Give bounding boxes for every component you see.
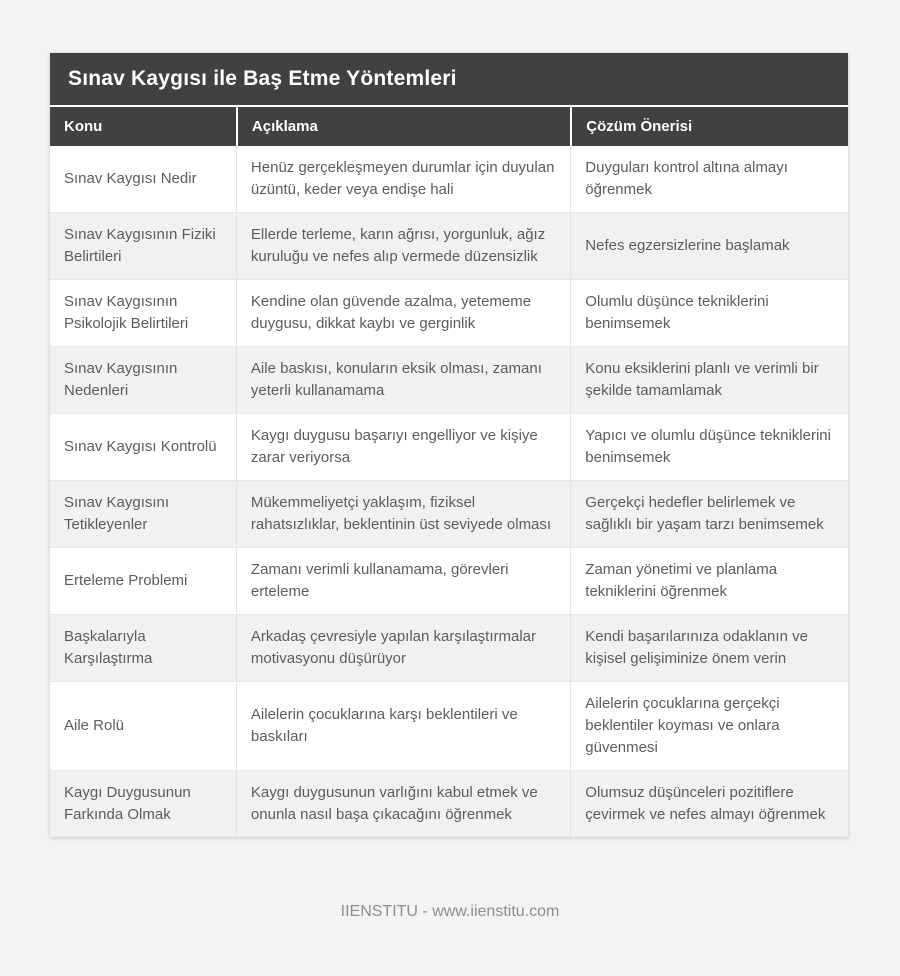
table-body: Sınav Kaygısı Nedir Henüz gerçekleşmeyen… <box>50 146 848 837</box>
table-row: Sınav Kaygısını Tetikleyenler Mükemmeliy… <box>50 480 848 547</box>
cell-aciklama: Kendine olan güvende azalma, yetememe du… <box>235 280 570 346</box>
cell-konu: Sınav Kaygısı Kontrolü <box>64 438 217 455</box>
table-row: Kaygı Duygusunun Farkında Olmak Kaygı du… <box>50 770 848 837</box>
cell-konu: Sınav Kaygısının Psikolojik Belirtileri <box>64 293 189 332</box>
cell-cozum-onerisi: Duyguları kontrol altına almayı öğrenmek <box>570 146 848 212</box>
cell-aciklama: Henüz gerçekleşmeyen durumlar için duyul… <box>235 146 570 212</box>
cell-konu: Aile Rolü <box>64 717 125 734</box>
title-bar: Sınav Kaygısı ile Baş Etme Yöntemleri <box>50 53 848 105</box>
table-header-row: Konu Açıklama Çözüm Önerisi <box>50 107 848 146</box>
table-row: Aile Rolü Ailelerin çocuklarına karşı be… <box>50 681 848 770</box>
cell-cozum-onerisi: Gerçekçi hedefler belirlemek ve sağlıklı… <box>570 481 848 547</box>
cell-aciklama: Kaygı duygusu başarıyı engelliyor ve kiş… <box>235 414 570 480</box>
exam-anxiety-table-card: Sınav Kaygısı ile Baş Etme Yöntemleri Ko… <box>50 53 848 837</box>
cell-aciklama: Ellerde terleme, karın ağrısı, yorgunluk… <box>235 213 570 279</box>
cell-cozum-onerisi: Ailelerin çocuklarına gerçekçi beklentil… <box>570 682 848 770</box>
table-row: Sınav Kaygısının Nedenleri Aile baskısı,… <box>50 346 848 413</box>
column-header-cozum-onerisi: Çözüm Önerisi <box>570 107 848 146</box>
table-row: Sınav Kaygısı Nedir Henüz gerçekleşmeyen… <box>50 146 848 212</box>
table-row: Sınav Kaygısının Psikolojik Belirtileri … <box>50 279 848 346</box>
cell-cozum-onerisi: Yapıcı ve olumlu düşünce tekniklerini be… <box>570 414 848 480</box>
cell-cozum-onerisi: Nefes egzersizlerine başlamak <box>570 213 848 279</box>
cell-konu: Sınav Kaygısı Nedir <box>64 170 197 187</box>
cell-konu: Kaygı Duygusunun Farkında Olmak <box>64 784 191 823</box>
table-row: Sınav Kaygısının Fiziki Belirtileri Elle… <box>50 212 848 279</box>
cell-konu: Sınav Kaygısını Tetikleyenler <box>64 494 170 533</box>
cell-konu: Başkalarıyla Karşılaştırma <box>64 628 153 667</box>
table-row: Başkalarıyla Karşılaştırma Arkadaş çevre… <box>50 614 848 681</box>
cell-aciklama: Aile baskısı, konuların eksik olması, za… <box>235 347 570 413</box>
footer-credit: IIENSTITU - www.iienstitu.com <box>340 903 560 920</box>
cell-konu: Erteleme Problemi <box>64 572 188 589</box>
table-row: Erteleme Problemi Zamanı verimli kullana… <box>50 547 848 614</box>
page-title: Sınav Kaygısı ile Baş Etme Yöntemleri <box>68 67 457 90</box>
column-header-aciklama: Açıklama <box>235 107 571 146</box>
cell-aciklama: Mükemmeliyetçi yaklaşım, fiziksel rahats… <box>235 481 570 547</box>
cell-cozum-onerisi: Zaman yönetimi ve planlama tekniklerini … <box>570 548 848 614</box>
cell-aciklama: Arkadaş çevresiyle yapılan karşılaştırma… <box>235 615 570 681</box>
table-row: Sınav Kaygısı Kontrolü Kaygı duygusu baş… <box>50 413 848 480</box>
cell-cozum-onerisi: Olumlu düşünce tekniklerini benimsemek <box>570 280 848 346</box>
cell-cozum-onerisi: Kendi başarılarınıza odaklanın ve kişise… <box>570 615 848 681</box>
cell-aciklama: Zamanı verimli kullanamama, görevleri er… <box>235 548 570 614</box>
cell-cozum-onerisi: Olumsuz düşünceleri pozitiflere çevirmek… <box>570 771 848 837</box>
cell-cozum-onerisi: Konu eksiklerini planlı ve verimli bir ş… <box>570 347 848 413</box>
column-header-konu: Konu <box>50 107 236 146</box>
cell-aciklama: Ailelerin çocuklarına karşı beklentileri… <box>235 682 570 770</box>
cell-konu: Sınav Kaygısının Fiziki Belirtileri <box>64 226 216 265</box>
cell-aciklama: Kaygı duygusunun varlığını kabul etmek v… <box>235 771 570 837</box>
cell-konu: Sınav Kaygısının Nedenleri <box>64 360 178 399</box>
